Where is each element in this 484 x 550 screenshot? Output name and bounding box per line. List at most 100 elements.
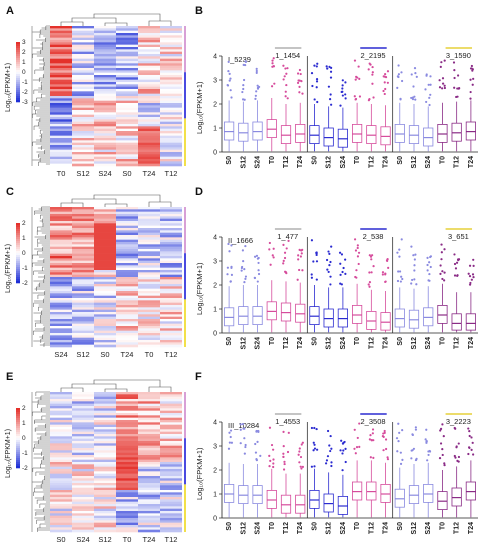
heatmap-cell [50,443,72,446]
box-t24 [380,258,391,333]
heatmap-cell [160,140,182,143]
color-scale-step [16,277,20,280]
heatmap-cell [138,126,160,129]
heatmap-cell [94,295,116,299]
heatmap-cell [72,230,94,233]
heatmap-cell [138,246,160,250]
heatmap-cell [138,319,160,322]
heatmap-cell [72,427,94,430]
heatmap-cell [116,79,138,83]
heatmap-cell [94,89,116,92]
color-scale-step [16,257,20,260]
heatmap-cell [160,478,182,481]
heatmap-cell [160,33,182,36]
color-scale-step [16,456,20,459]
heatmap-cell [138,147,160,150]
color-scale-tick: 0 [22,69,26,76]
heatmap-cell [160,394,182,397]
heatmap-cell [160,159,182,162]
heatmap-cell [138,490,160,493]
heatmap-cell [138,424,160,428]
heatmap-cell [50,401,72,404]
heatmap-cell [116,258,138,261]
x-tick-label: S0 [226,156,233,165]
heatmap-cell [72,420,94,423]
heatmap-cell [160,406,182,409]
outlier-point [283,75,286,78]
outlier-point [226,273,229,276]
heatmap-cell [138,47,160,50]
heatmap-cell [94,527,116,530]
heatmap-cell [116,319,138,322]
outlier-point [227,447,231,450]
box-s24 [252,67,263,152]
heatmap-cell [94,235,116,238]
heatmap-cell [160,316,182,320]
heatmap-cell [94,253,116,257]
outlier-point [371,254,374,257]
heatmap-cell [160,75,182,78]
heatmap-cell [116,149,138,153]
heatmap-cell [138,107,160,111]
heatmap-cell [160,499,182,502]
outlier-point [269,263,272,266]
heatmap-cell [50,508,72,512]
heatmap-cell [94,337,116,341]
outlier-point [316,62,319,65]
color-scale-step [16,223,20,226]
outlier-point [453,253,456,256]
heatmap-cell [160,230,182,233]
heatmap-cell [138,121,160,125]
heatmap-cell [138,58,160,62]
heatmap-cell [160,525,182,528]
heatmap-cell [94,284,116,287]
heatmap-cell [160,464,182,467]
heatmap-cell [116,110,138,113]
outlier-point [443,84,446,87]
heatmap-cell [160,246,182,250]
color-scale-step [16,44,20,47]
heatmap-cell [160,93,182,97]
heatmap-cell [138,156,160,160]
heatmap-cell [94,316,116,320]
heatmap-cell [94,443,116,446]
heatmap-cell [50,230,72,233]
heatmap-cell [50,469,72,472]
box-s0 [309,426,320,518]
outlier-point [297,258,300,261]
heatmap-cell [116,431,138,435]
heatmap-cell [72,84,94,87]
outlier-point [341,270,344,274]
heatmap-cell [72,319,94,322]
outlier-point [227,70,230,73]
group-label: 2_2195 [361,51,386,60]
dendro-branch [148,201,172,207]
heatmap-cell [50,96,72,99]
outlier-point [284,95,287,98]
row-dendrogram [31,206,50,347]
heatmap-cell [160,281,182,285]
heatmap-cell [94,263,116,266]
outlier-point [426,263,429,267]
heatmap-cell [138,307,160,310]
heatmap-cell [116,86,138,90]
outlier-point [230,244,233,247]
heatmap-cell [138,525,160,528]
outlier-point [471,83,474,86]
outlier-point [472,258,475,261]
heatmap-cell [72,149,94,153]
heatmap-cell [138,216,160,219]
group-label: 1_4553 [275,417,300,426]
heatmap-cell [160,225,182,229]
heatmap-cell [50,274,72,278]
heatmap-cells [50,26,182,167]
outlier-point [399,451,402,454]
outlier-point [439,264,442,267]
heatmap-cell [160,131,182,134]
outlier-point [384,280,387,284]
heatmap-cell [72,156,94,160]
outlier-point [426,459,429,462]
cluster-bar [184,392,186,439]
heatmap-cell [116,37,138,41]
